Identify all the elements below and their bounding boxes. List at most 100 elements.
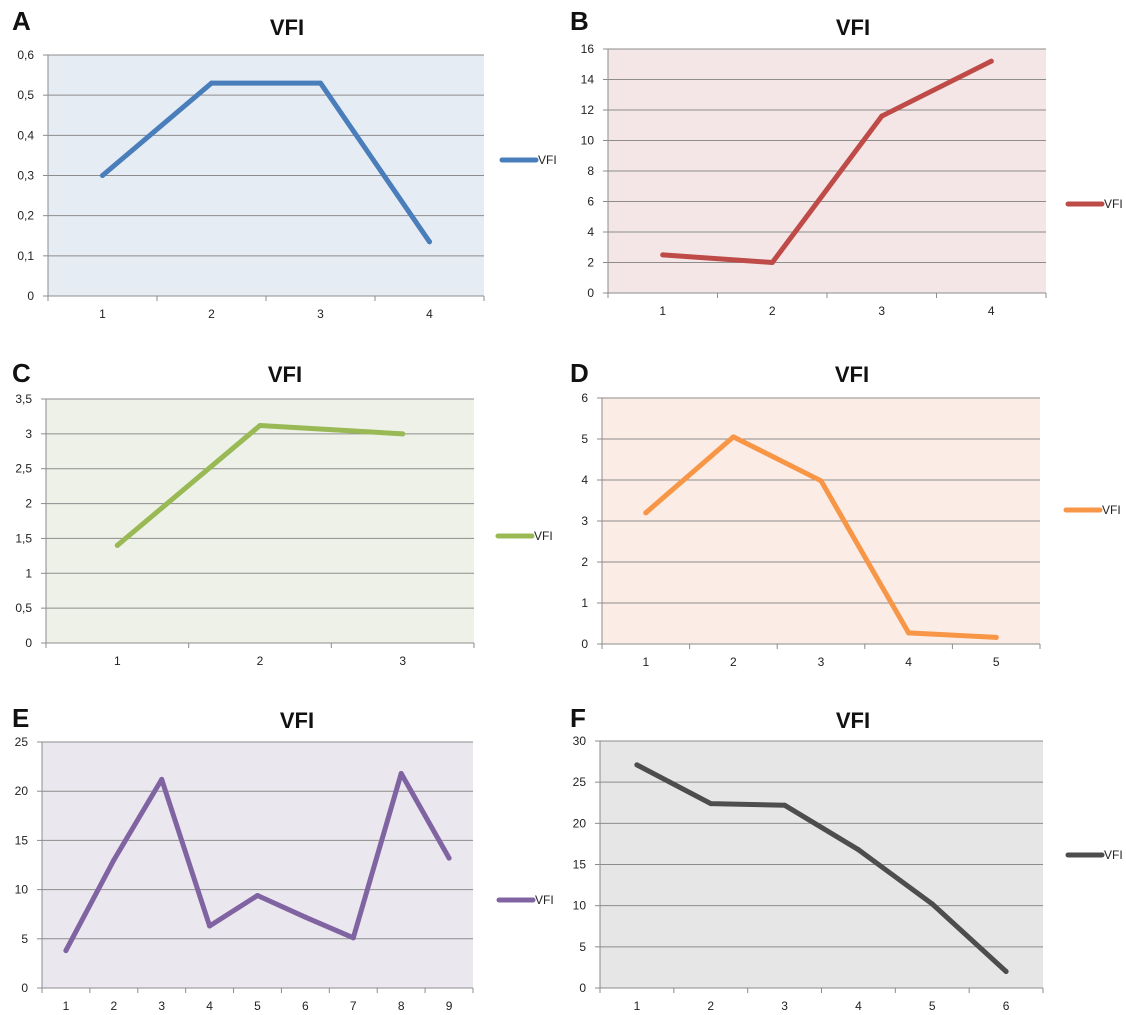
data-point bbox=[114, 542, 120, 548]
data-point bbox=[63, 948, 69, 954]
panel-label: E bbox=[12, 703, 29, 733]
panel-label: C bbox=[12, 358, 31, 388]
data-point bbox=[398, 770, 404, 776]
y-tick-label: 0 bbox=[21, 981, 28, 995]
y-tick-label: 2 bbox=[581, 555, 588, 569]
y-tick-label: 8 bbox=[587, 164, 594, 178]
data-point bbox=[818, 478, 824, 484]
data-point bbox=[906, 630, 912, 636]
x-tick-label: 7 bbox=[350, 999, 357, 1013]
y-tick-label: 0 bbox=[579, 981, 586, 995]
x-tick-label: 4 bbox=[426, 307, 433, 321]
chart-panel-a: A VFI 0 0,1 0,2 0,3 0,4 0,5 0,6 1 2 3 4 VFI bbox=[12, 6, 557, 321]
y-tick-label: 16 bbox=[581, 42, 595, 56]
y-tick-label: 15 bbox=[15, 833, 29, 847]
y-tick-label: 3,5 bbox=[15, 392, 32, 406]
x-tick-label: 2 bbox=[707, 999, 714, 1013]
y-tick-label: 0 bbox=[581, 637, 588, 651]
y-tick-label: 1 bbox=[25, 566, 32, 580]
data-point bbox=[660, 252, 666, 258]
y-tick-label: 5 bbox=[579, 940, 586, 954]
y-tick-label: 10 bbox=[581, 134, 595, 148]
x-tick-label: 2 bbox=[769, 304, 776, 318]
y-tick-label: 12 bbox=[581, 103, 595, 117]
y-tick-label: 3 bbox=[581, 514, 588, 528]
y-tick-label: 1 bbox=[581, 596, 588, 610]
legend-label: VFI bbox=[1104, 197, 1123, 211]
x-tick-label: 4 bbox=[855, 999, 862, 1013]
x-tick-label: 2 bbox=[730, 655, 737, 669]
data-point bbox=[302, 914, 308, 920]
y-tick-label: 0,3 bbox=[17, 169, 34, 183]
y-tick-label: 5 bbox=[21, 932, 28, 946]
x-tick-label: 4 bbox=[988, 304, 995, 318]
y-tick-label: 6 bbox=[581, 391, 588, 405]
x-tick-label: 3 bbox=[317, 307, 324, 321]
x-tick-label: 3 bbox=[781, 999, 788, 1013]
y-tick-label: 0,5 bbox=[15, 601, 32, 615]
data-point bbox=[993, 634, 999, 640]
x-tick-label: 8 bbox=[398, 999, 405, 1013]
x-tick-label: 6 bbox=[1003, 999, 1010, 1013]
data-point bbox=[782, 802, 788, 808]
x-tick-label: 5 bbox=[993, 655, 1000, 669]
chart-panel-e: E VFI 0 5 10 15 20 25 1 2 3 4 5 6 7 8 9 VFI bbox=[12, 703, 554, 1013]
series-line bbox=[634, 762, 1009, 974]
y-tick-label: 20 bbox=[573, 816, 587, 830]
y-tick-label: 2,5 bbox=[15, 462, 32, 476]
chart-title: VFI bbox=[280, 708, 314, 733]
panel-label: A bbox=[12, 6, 31, 36]
chart-title: VFI bbox=[836, 708, 870, 733]
y-tick-label: 2 bbox=[25, 497, 32, 511]
x-tick-label: 1 bbox=[642, 655, 649, 669]
data-point bbox=[100, 173, 105, 178]
legend-label: VFI bbox=[1102, 503, 1121, 517]
data-point bbox=[255, 893, 260, 899]
panel-label: F bbox=[570, 703, 586, 733]
x-tick-label: 1 bbox=[659, 304, 666, 318]
y-tick-label: 20 bbox=[15, 784, 29, 798]
y-tick-label: 14 bbox=[581, 73, 595, 87]
x-tick-label: 9 bbox=[446, 999, 453, 1013]
data-point bbox=[855, 847, 861, 853]
data-point bbox=[427, 239, 432, 245]
data-point bbox=[708, 801, 714, 807]
data-point bbox=[643, 510, 649, 516]
panel-label: D bbox=[570, 358, 589, 388]
series-line bbox=[100, 80, 432, 245]
data-point bbox=[769, 260, 775, 265]
x-tick-label: 3 bbox=[158, 999, 165, 1013]
x-tick-label: 2 bbox=[110, 999, 117, 1013]
y-tick-label: 15 bbox=[573, 858, 587, 872]
x-tick-label: 2 bbox=[208, 307, 215, 321]
y-tick-label: 25 bbox=[573, 775, 587, 789]
data-point bbox=[400, 431, 406, 437]
x-tick-label: 1 bbox=[99, 307, 106, 321]
y-tick-label: 4 bbox=[587, 225, 594, 239]
panel-label: B bbox=[570, 6, 589, 36]
data-point bbox=[879, 113, 885, 119]
y-tick-label: 0,6 bbox=[17, 48, 34, 62]
x-tick-label: 1 bbox=[634, 999, 641, 1013]
x-tick-label: 3 bbox=[818, 655, 825, 669]
data-point bbox=[111, 857, 117, 863]
x-tick-label: 3 bbox=[399, 654, 406, 668]
y-tick-label: 30 bbox=[573, 734, 587, 748]
y-tick-label: 6 bbox=[587, 195, 594, 209]
data-point bbox=[159, 776, 165, 782]
x-tick-label: 1 bbox=[63, 999, 70, 1013]
data-point bbox=[318, 80, 323, 86]
y-tick-label: 10 bbox=[15, 883, 29, 897]
x-tick-label: 6 bbox=[302, 999, 309, 1013]
y-tick-label: 25 bbox=[15, 735, 29, 749]
x-tick-label: 5 bbox=[929, 999, 936, 1013]
y-tick-label: 0 bbox=[25, 636, 32, 650]
chart-title: VFI bbox=[270, 15, 304, 40]
chart-panel-f: F VFI 0 5 10 15 20 25 30 1 2 3 4 5 6 VFI bbox=[570, 703, 1123, 1013]
y-tick-label: 10 bbox=[573, 899, 587, 913]
chart-title: VFI bbox=[836, 15, 870, 40]
data-point bbox=[929, 901, 935, 907]
x-tick-label: 1 bbox=[114, 654, 121, 668]
